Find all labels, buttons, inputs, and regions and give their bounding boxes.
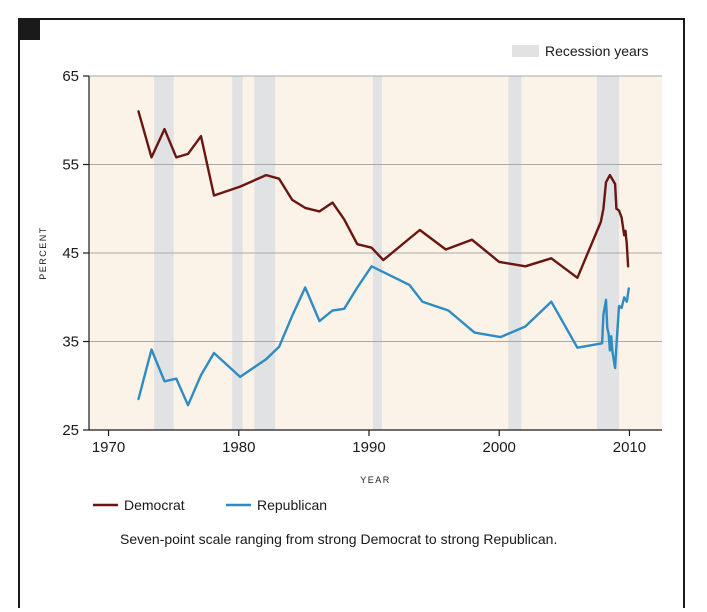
x-tick-label: 1970 [92, 439, 125, 456]
y-tick-label: 45 [62, 245, 79, 262]
x-tick-label: 1990 [352, 439, 385, 456]
labels: 25 35 45 55 65 1970 1980 1990 2000 2010 YEAR PERCEN… [38, 68, 646, 485]
recession-legend-swatch [512, 45, 539, 57]
x-tick-label: 1980 [222, 439, 255, 456]
republican-legend-label: Republican [257, 497, 327, 513]
democrat-line [137, 110, 630, 279]
x-tick-label: 2000 [483, 439, 516, 456]
recession-legend-label: Recession years [545, 43, 649, 59]
series-lines [137, 110, 630, 407]
y-tick-label: 55 [62, 157, 79, 174]
y-axis-title: PERCENT [38, 226, 48, 280]
series-legend: Democrat Republican [93, 497, 327, 513]
democrat-legend-label: Democrat [124, 497, 185, 513]
recession-legend: Recession years [512, 43, 649, 59]
y-tick-label: 35 [62, 334, 79, 351]
republican-line [137, 265, 630, 407]
scale-footnote: Seven-point scale ranging from strong De… [120, 531, 557, 547]
x-tick-label: 2010 [613, 439, 646, 456]
y-tick-label: 65 [62, 68, 79, 85]
x-axis-title: YEAR [360, 475, 391, 485]
axes [83, 75, 662, 436]
corner-marker [18, 18, 40, 40]
y-tick-label: 25 [62, 422, 79, 439]
